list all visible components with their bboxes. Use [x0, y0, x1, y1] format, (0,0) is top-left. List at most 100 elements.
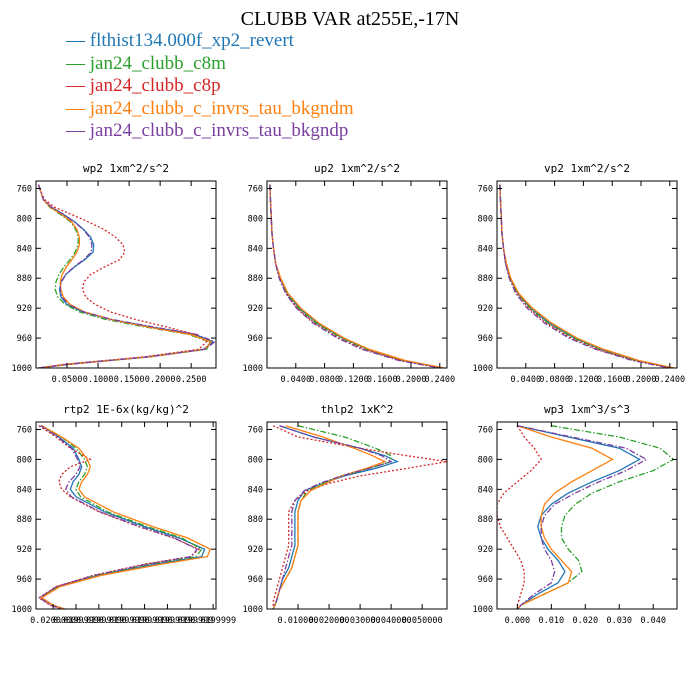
y-tick-label: 880: [17, 274, 32, 284]
y-tick-label: 880: [248, 274, 263, 284]
y-tick-label: 960: [478, 575, 493, 585]
y-tick-label: 840: [478, 485, 493, 495]
series-line: [37, 184, 208, 368]
series-line: [269, 184, 444, 368]
series-line: [499, 184, 674, 368]
series-line: [516, 425, 614, 609]
series-line: [272, 425, 447, 609]
y-tick-label: 880: [478, 274, 493, 284]
y-tick-label: 960: [478, 334, 493, 344]
y-tick-label: 800: [17, 455, 32, 465]
series-line: [40, 425, 206, 609]
figure-title: CLUBB VAR at255E,-17N: [240, 8, 460, 30]
x-tick-label: 0.2000: [626, 375, 657, 385]
x-tick-label: 0.0400: [280, 375, 311, 385]
panel-title: vp2 1xm^2/s^2: [544, 162, 630, 175]
legend-line-marker: —: [66, 30, 90, 51]
x-tick-label: 0.000: [505, 616, 531, 626]
x-tick-label: 0.1600: [367, 375, 398, 385]
series-line: [38, 425, 199, 609]
y-tick-label: 840: [17, 244, 32, 254]
series-line: [497, 425, 543, 609]
series-line: [37, 184, 216, 368]
x-tick-label: 0.040: [640, 616, 666, 626]
series-line: [272, 425, 392, 609]
series-line: [37, 425, 201, 609]
legend-label: jan24_clubb_c8p: [89, 75, 221, 96]
series-line: [499, 184, 675, 368]
series-line: [269, 184, 445, 368]
x-tick-label: 0.0199999: [122, 616, 168, 626]
y-tick-label: 760: [248, 184, 263, 194]
y-tick-label: 800: [478, 455, 493, 465]
plot-frame: [35, 421, 217, 610]
legend-item: — jan24_clubb_c_invrs_tau_bkgndp: [66, 120, 354, 143]
x-tick-label: 0.0199999: [167, 616, 213, 626]
x-tick-label: 0.0199999: [53, 616, 99, 626]
series-line: [499, 184, 673, 368]
x-tick-label: 0.0500: [52, 375, 83, 385]
plot-frame: [496, 180, 678, 369]
y-tick-label: 760: [17, 425, 32, 435]
legend-line-marker: —: [66, 52, 90, 74]
x-tick-label: 0.0800: [309, 375, 340, 385]
y-tick-label: 920: [478, 545, 493, 555]
y-tick-label: 960: [248, 575, 263, 585]
y-tick-label: 760: [17, 184, 32, 194]
y-tick-label: 920: [17, 304, 32, 314]
x-tick-label: 0.010: [539, 616, 565, 626]
panel-title: wp2 1xm^2/s^2: [83, 162, 169, 175]
series-line: [516, 425, 641, 609]
plot-frame: [35, 180, 217, 369]
plot-frame: [266, 421, 448, 610]
x-tick-label: 0.020000: [309, 616, 350, 626]
plot-frame: [266, 180, 448, 369]
y-tick-label: 800: [248, 455, 263, 465]
x-tick-label: 0.020: [573, 616, 599, 626]
series-line: [499, 184, 671, 368]
panel-title: up2 1xm^2/s^2: [314, 162, 400, 175]
y-tick-label: 800: [478, 214, 493, 224]
series-line: [269, 184, 442, 368]
panel-title: thlp2 1xK^2: [321, 403, 394, 416]
x-tick-label: 0.040000: [371, 616, 412, 626]
x-tick-label: 0.030: [606, 616, 632, 626]
x-tick-label: 0.1500: [114, 375, 145, 385]
x-tick-label: 0.2000: [396, 375, 427, 385]
y-tick-label: 800: [248, 214, 263, 224]
y-tick-label: 880: [478, 515, 493, 525]
legend-line-marker: —: [66, 97, 90, 119]
plot-frame: [496, 421, 678, 610]
y-tick-label: 920: [248, 304, 263, 314]
x-tick-label: 0.2400: [424, 375, 455, 385]
y-tick-label: 760: [248, 425, 263, 435]
y-tick-label: 880: [17, 515, 32, 525]
legend-label: jan24_clubb_c_invrs_tau_bkgndm: [89, 97, 354, 119]
panel-title: wp3 1xm^3/s^3: [544, 403, 630, 416]
chart-panel: rtp2 1E-6x(kg/kg)^2 760 800 840 880 920 960 100…: [12, 403, 237, 626]
series-line: [39, 425, 203, 609]
x-tick-label: 0.0199999: [190, 616, 236, 626]
series-line: [269, 184, 440, 368]
chart-panel: thlp2 1xK^2 760 800 840 880 920 960 1000 0.01000…: [243, 403, 448, 626]
legend-item: — jan24_clubb_c8p: [66, 75, 354, 98]
x-tick-label: 0.0199999: [76, 616, 122, 626]
chart-panel: vp2 1xm^2/s^2 760 800 840 880 920 960 1000 0.040…: [473, 162, 686, 385]
series-line: [269, 184, 440, 368]
series-line: [499, 184, 670, 368]
legend-label: flthist134.000f_xp2_revert: [89, 30, 294, 51]
y-tick-label: 1000: [473, 605, 493, 615]
y-tick-label: 1000: [243, 605, 263, 615]
y-tick-label: 1000: [12, 605, 32, 615]
x-tick-label: 0.1000: [83, 375, 114, 385]
y-tick-label: 1000: [473, 364, 493, 374]
legend-line-marker: —: [66, 75, 90, 96]
y-tick-label: 920: [248, 545, 263, 555]
x-tick-label: 0.2000: [145, 375, 176, 385]
series-line: [37, 184, 213, 368]
y-tick-label: 960: [17, 334, 32, 344]
x-tick-label: 0.2400: [654, 375, 685, 385]
x-tick-label: 0.0199999: [144, 616, 190, 626]
y-tick-label: 920: [17, 545, 32, 555]
y-tick-label: 840: [248, 485, 263, 495]
